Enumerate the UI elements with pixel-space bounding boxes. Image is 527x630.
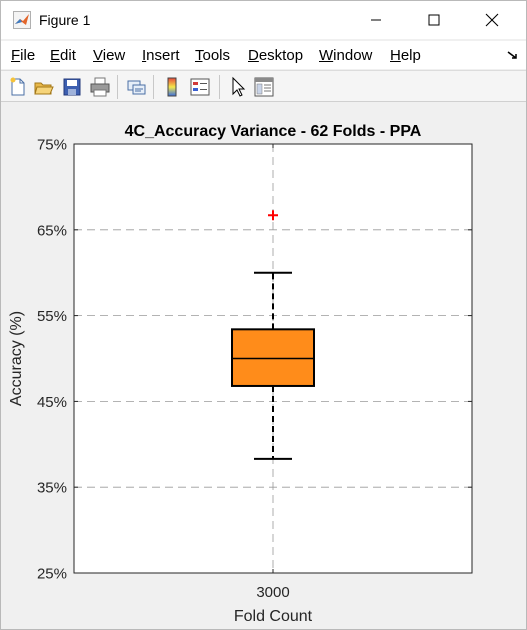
close-button[interactable] (463, 1, 521, 39)
x-axis-label: Fold Count (234, 608, 313, 625)
toolbar-separator (117, 75, 118, 99)
property-inspector-icon[interactable] (253, 76, 275, 98)
chart-title: 4C_Accuracy Variance - 62 Folds - PPA (125, 123, 422, 140)
menu-edit[interactable]: Edit (50, 47, 76, 64)
toolbar (1, 70, 526, 102)
menu-insert[interactable]: Insert (142, 47, 180, 64)
window-title: Figure 1 (39, 12, 91, 28)
matlab-icon (13, 11, 31, 29)
figure-canvas: 25% 35% 45% 55% 65% 75% 3000 4C_Accuracy Varian… (1, 103, 526, 629)
new-figure-icon[interactable] (7, 76, 29, 98)
open-file-icon[interactable] (33, 76, 55, 98)
y-axis-label: Accuracy (%) (8, 311, 25, 406)
y-tick-label: 55% (37, 308, 67, 325)
maximize-button[interactable] (405, 1, 463, 39)
menu-view[interactable]: View (93, 47, 126, 64)
toolbar-separator (219, 75, 220, 99)
save-icon[interactable] (61, 76, 83, 98)
edit-plot-icon[interactable] (227, 76, 249, 98)
y-tick-label: 65% (37, 222, 67, 239)
box-iqr (231, 328, 315, 387)
minimize-button[interactable] (347, 1, 405, 39)
print-icon[interactable] (89, 76, 111, 98)
menu-tools[interactable]: Tools (195, 47, 231, 64)
menu-desktop[interactable]: Desktop (248, 47, 304, 64)
close-icon (485, 13, 499, 27)
menu-help[interactable]: Help (390, 47, 421, 64)
x-tick-label: 3000 (256, 584, 289, 601)
boxplot-chart[interactable]: 25% 35% 45% 55% 65% 75% 3000 4C_Accuracy Varian… (1, 103, 526, 629)
toolbar-separator (153, 75, 154, 99)
y-tick-label: 35% (37, 480, 67, 497)
insert-legend-icon[interactable] (189, 76, 211, 98)
menu-file[interactable]: File (11, 47, 36, 64)
y-tick-label: 75% (37, 137, 67, 154)
maximize-icon (428, 14, 440, 26)
y-tick-label: 45% (37, 394, 67, 411)
menu-bar: File Edit View Insert Tools Desktop Wind… (1, 41, 526, 69)
dock-arrow-icon[interactable] (506, 48, 520, 62)
insert-colorbar-icon[interactable] (161, 76, 183, 98)
y-tick-label: 25% (37, 566, 67, 583)
link-plot-icon[interactable] (125, 76, 147, 98)
minimize-icon (371, 19, 381, 21)
outlier-marker (268, 210, 278, 221)
title-bar[interactable]: Figure 1 (1, 1, 526, 39)
menu-window[interactable]: Window (319, 47, 373, 64)
